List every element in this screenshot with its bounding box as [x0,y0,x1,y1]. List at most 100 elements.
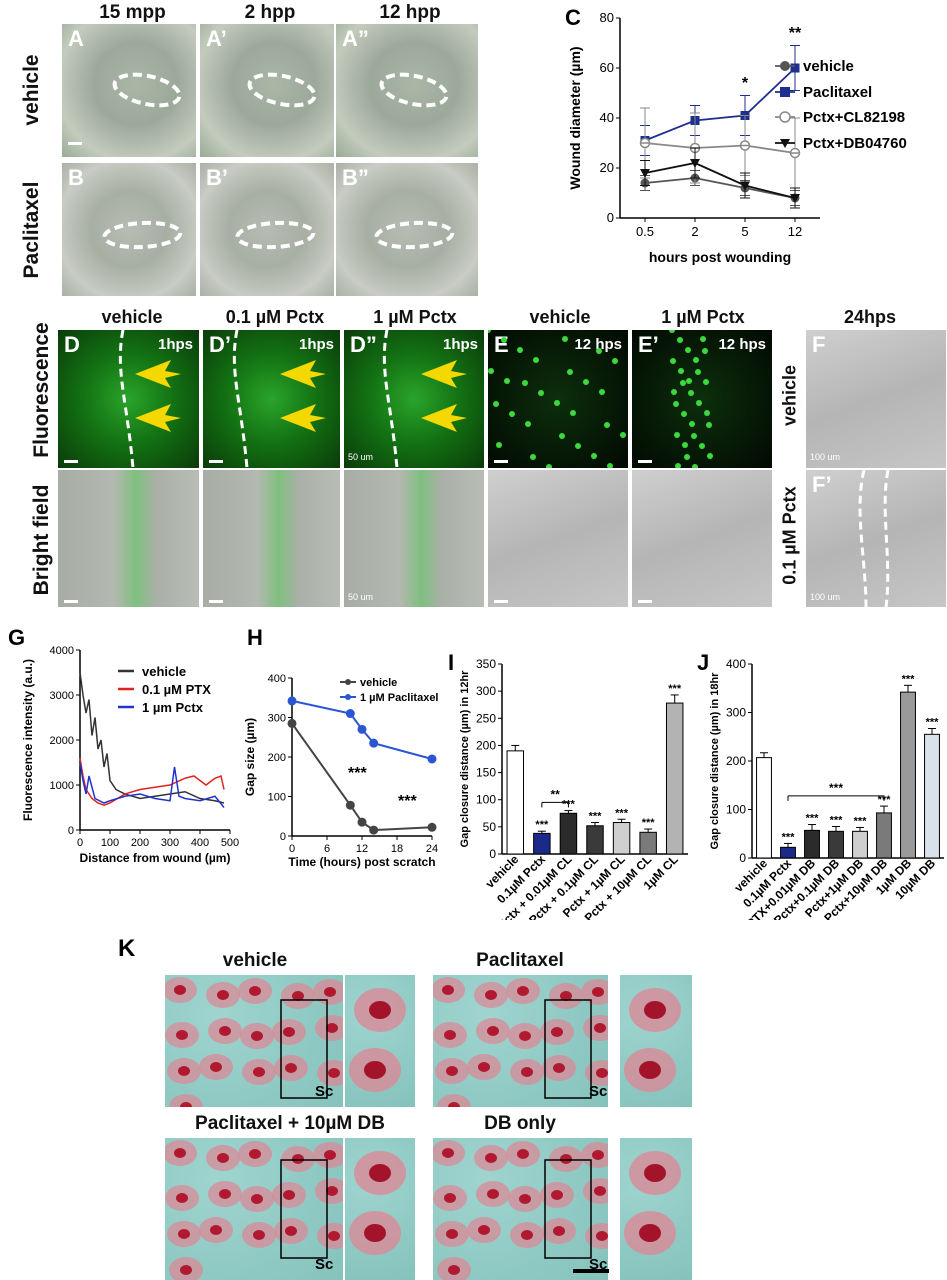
bar [506,750,525,855]
nucleus [444,1030,456,1040]
legend-marker [780,139,790,148]
x-tick-label: 12 [356,843,368,855]
data-point [287,718,297,728]
cell-overlay [433,977,608,1107]
data-point [427,822,437,832]
sc-label-3: Sc [589,1256,608,1273]
cell-dot [496,442,502,448]
nucleus [448,1102,460,1107]
cell-dot [525,421,531,427]
cell-dot [678,368,684,374]
data-point [345,800,355,810]
legend-label: 1 µm Pctx [142,700,204,715]
cell-dot [670,358,676,364]
x-tick-label: 0.5 [636,224,654,239]
cell-dot [702,348,708,354]
cell-dot [570,410,576,416]
bar [559,812,578,855]
x-tick-label: 12 [788,224,802,239]
zoom-box [280,1159,328,1259]
cell [437,1094,471,1107]
zoom-box [544,1159,592,1259]
fluorescence-image-2: D” 1hps 50 um [344,330,484,468]
brightfield-image-4 [632,470,772,607]
cell-micrograph-1: Sc [433,975,608,1107]
nucleus [178,1066,190,1076]
scale-bar-d3 [494,460,508,463]
sig-star: *** [926,717,940,729]
nucleus [596,1068,608,1078]
legend-label: vehicle [142,664,186,679]
legend-label: 0.1 µM PTX [142,682,211,697]
y-tick-label: 400 [726,657,746,671]
scale-bar-d4 [638,460,652,463]
nucleus [180,1102,192,1107]
wound-outline [102,220,183,250]
nucleus [521,1230,533,1240]
cell-dot [677,337,683,343]
df-letter-4: E’ [638,332,659,357]
zoom-box [544,999,592,1099]
cell-overlay [165,977,343,1107]
nucleus [639,1224,661,1242]
sig-star: *** [902,673,916,685]
panel-letter-j: J [697,650,710,675]
df-col-title-3: vehicle [529,307,591,327]
nucleus [180,1265,192,1275]
inset-overlay [624,1151,681,1255]
df-letter-0: D [64,332,80,357]
nucleus [521,1067,533,1077]
yellow-arrow-icon [421,360,467,388]
bar [852,830,868,859]
legend-label: Pctx+CL82198 [803,109,905,126]
cell-overlay [165,1140,343,1280]
scale-bar-bf0 [64,600,78,603]
x-tick-label: 100 [101,837,119,849]
nucleus [328,1231,340,1241]
cell-dot [696,400,702,406]
panel-letter-b0: B [68,165,84,190]
k-title-2: Paclitaxel + 10µM DB [195,1113,385,1134]
sc-label-1: Sc [589,1083,608,1100]
sig-bracket-label: *** [829,781,843,795]
nucleus [446,1229,458,1239]
cell-dot [686,378,692,384]
scale-bar-a [68,142,82,145]
bar [639,831,657,855]
cell-dot [689,421,695,427]
x-tick-label: 400 [191,837,209,849]
sig-star: ** [789,25,802,42]
wound-edge-line [382,330,399,468]
col-title-2hpp: 2 hpp [244,2,296,23]
legend-marker [345,679,351,685]
cell-dot [591,453,597,459]
panel-letter-c: C [565,5,581,30]
k-title-1: Paclitaxel [476,950,564,971]
nucleus [176,1030,188,1040]
wound-outline [374,220,455,250]
y-tick-label: 150 [476,766,496,780]
cell-dot [704,410,710,416]
nucleus [178,1229,190,1239]
bar [756,757,772,859]
sig-star: *** [830,814,844,826]
nucleus [217,1153,229,1163]
y-tick-label: 0 [68,825,74,837]
y-tick-label: 3000 [50,690,74,702]
wound-outline-svg [102,220,183,250]
cell-dot [674,432,680,438]
cell-dot [596,348,602,354]
wound-outline-svg [247,72,317,108]
bar [924,733,940,859]
fluor-overlay [488,330,626,468]
yellow-arrow-icon [280,360,326,388]
nucleus [253,1067,265,1077]
nucleus [478,1225,490,1235]
cell-dot [681,411,687,417]
legend-marker [779,111,791,123]
cell-dot [517,347,523,353]
y-tick-label: 0 [607,210,614,225]
fluor-overlay [669,330,713,468]
nucleus [253,1230,265,1240]
